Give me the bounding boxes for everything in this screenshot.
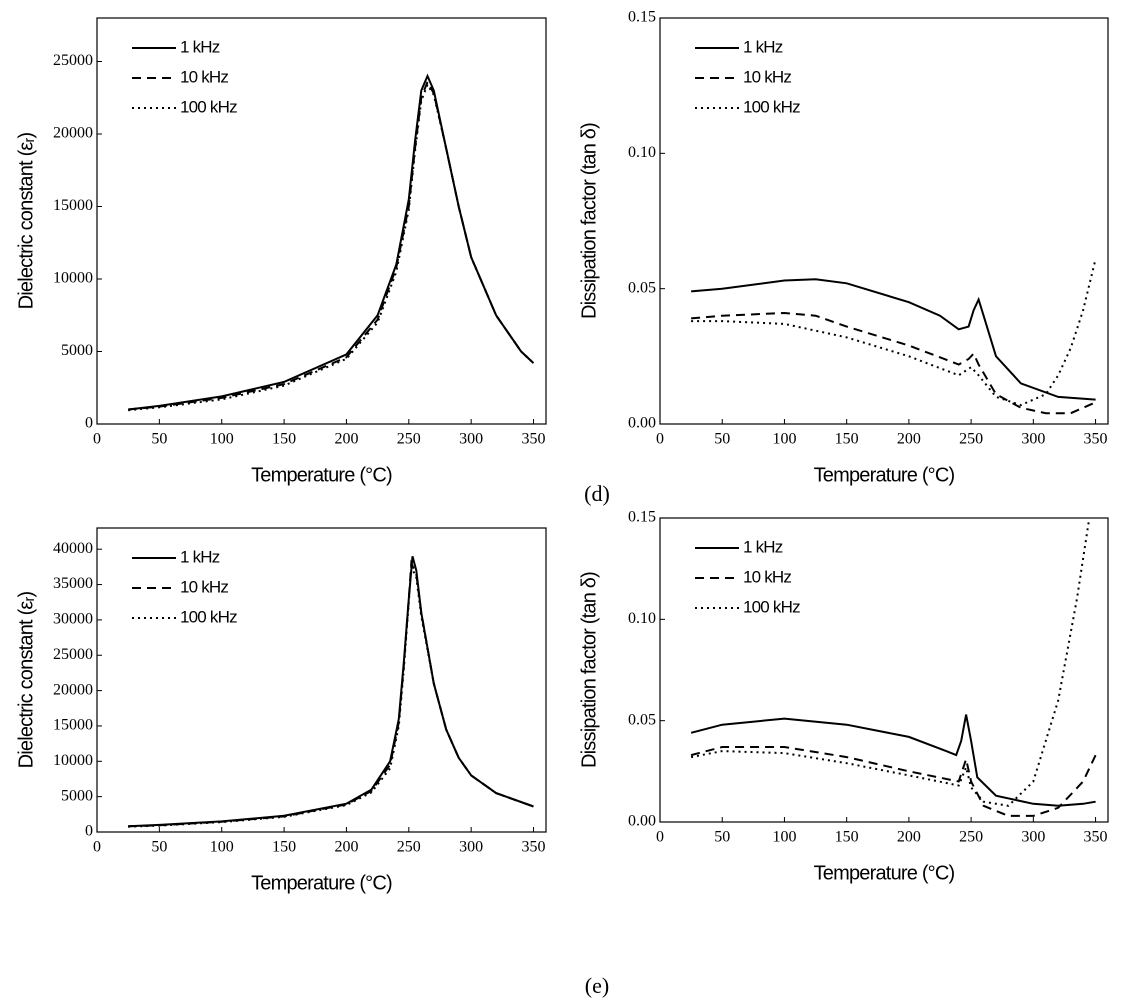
panel-label: (d) bbox=[584, 481, 610, 506]
x-tick-label: 150 bbox=[272, 431, 296, 448]
y-tick-label: 40000 bbox=[53, 540, 93, 557]
x-tick-label: 300 bbox=[459, 431, 483, 448]
x-tick-label: 100 bbox=[210, 839, 234, 856]
y-tick-label: 15000 bbox=[53, 197, 93, 214]
x-tick-label: 300 bbox=[459, 839, 483, 856]
x-tick-label: 200 bbox=[897, 431, 921, 448]
y-tick-label: 0.05 bbox=[628, 279, 656, 296]
y-tick-label: 10000 bbox=[53, 270, 93, 287]
x-tick-label: 200 bbox=[334, 431, 358, 448]
y-tick-label: 5000 bbox=[61, 342, 93, 359]
x-tick-label: 350 bbox=[1084, 829, 1108, 846]
x-tick-label: 0 bbox=[93, 431, 101, 448]
data-line bbox=[690, 746, 1097, 817]
legend-label: 100 kHz bbox=[743, 97, 800, 116]
x-axis-label: Temperature (°C) bbox=[814, 464, 955, 486]
legend-label: 10 kHz bbox=[743, 567, 791, 586]
legend-label: 100 kHz bbox=[743, 597, 800, 616]
y-axis-label: Dielectric constant (εᵣ) bbox=[15, 591, 37, 768]
x-tick-label: 250 bbox=[397, 839, 421, 856]
legend-label: 1 kHz bbox=[743, 37, 783, 56]
x-tick-label: 100 bbox=[210, 431, 234, 448]
data-line bbox=[691, 311, 1097, 415]
legend-label: 10 kHz bbox=[180, 577, 228, 596]
data-line bbox=[128, 556, 534, 828]
x-tick-label: 0 bbox=[93, 839, 101, 856]
x-tick-label: 300 bbox=[1021, 829, 1045, 846]
y-tick-label: 25000 bbox=[53, 52, 93, 69]
panel: 0 50 100 150 200 250 300 350 0.00 0.05 0.10 0.15 Tem… bbox=[578, 509, 1109, 998]
x-tick-label: 350 bbox=[522, 839, 546, 856]
x-tick-label: 250 bbox=[959, 829, 983, 846]
x-tick-label: 150 bbox=[835, 431, 859, 448]
x-tick-label: 350 bbox=[1084, 431, 1108, 448]
y-tick-label: 0.00 bbox=[628, 813, 656, 830]
plot-frame bbox=[659, 517, 1109, 823]
data-line bbox=[691, 278, 1096, 401]
legend-label: 10 kHz bbox=[180, 67, 228, 86]
data-line bbox=[128, 73, 535, 411]
x-tick-label: 50 bbox=[151, 839, 167, 856]
y-tick-label: 0.10 bbox=[628, 144, 656, 161]
x-tick-label: 100 bbox=[772, 829, 796, 846]
data-line bbox=[128, 82, 535, 412]
y-tick-label: 20000 bbox=[53, 681, 93, 698]
y-tick-label: 0.00 bbox=[628, 415, 656, 432]
x-tick-label: 0 bbox=[656, 829, 664, 846]
y-tick-label: 30000 bbox=[53, 611, 93, 628]
y-tick-label: 10000 bbox=[53, 752, 93, 769]
y-tick-label: 0.10 bbox=[628, 610, 656, 627]
data-line bbox=[128, 559, 534, 828]
legend-label: 100 kHz bbox=[180, 607, 237, 626]
x-tick-label: 150 bbox=[835, 829, 859, 846]
x-tick-label: 250 bbox=[959, 431, 983, 448]
panel: 0 50 100 150 200 250 300 350 0.00 0.05 0.10 0.15 Tem… bbox=[578, 9, 1109, 506]
panel: 0 50 100 150 200 250 300 350 0 5000 10000 15000 2000… bbox=[15, 17, 547, 486]
x-tick-label: 200 bbox=[897, 829, 921, 846]
y-axis-label: Dielectric constant (εᵣ) bbox=[15, 132, 37, 309]
x-tick-label: 200 bbox=[334, 839, 358, 856]
y-tick-label: 5000 bbox=[61, 787, 93, 804]
y-axis-label: Dissipation factor (tan δ) bbox=[578, 123, 600, 319]
x-axis-label: Temperature (°C) bbox=[251, 872, 392, 894]
data-line bbox=[691, 258, 1097, 407]
legend-label: 1 kHz bbox=[743, 537, 783, 556]
x-axis-label: Temperature (°C) bbox=[814, 862, 955, 884]
y-tick-label: 25000 bbox=[53, 646, 93, 663]
legend-label: 100 kHz bbox=[180, 97, 237, 116]
panel: 0 50 100 150 200 250 300 350 0 5000 10000 15000 2000… bbox=[15, 527, 547, 894]
x-tick-label: 50 bbox=[714, 829, 730, 846]
x-tick-label: 0 bbox=[656, 431, 664, 448]
y-tick-label: 0.15 bbox=[628, 509, 656, 526]
legend-label: 10 kHz bbox=[743, 67, 791, 86]
y-tick-label: 15000 bbox=[53, 717, 93, 734]
data-line bbox=[690, 517, 1091, 807]
y-tick-label: 35000 bbox=[53, 575, 93, 592]
data-line bbox=[128, 79, 535, 411]
y-tick-label: 0.15 bbox=[628, 9, 656, 26]
x-tick-label: 250 bbox=[397, 431, 421, 448]
legend-label: 1 kHz bbox=[180, 547, 220, 566]
y-tick-label: 0 bbox=[85, 415, 93, 432]
x-tick-label: 300 bbox=[1021, 431, 1045, 448]
x-axis-label: Temperature (°C) bbox=[251, 464, 392, 486]
y-tick-label: 0.05 bbox=[628, 711, 656, 728]
x-tick-label: 350 bbox=[522, 431, 546, 448]
x-tick-label: 150 bbox=[272, 839, 296, 856]
y-tick-label: 0 bbox=[85, 823, 93, 840]
data-line bbox=[128, 563, 534, 828]
x-tick-label: 100 bbox=[772, 431, 796, 448]
y-axis-label: Dissipation factor (tan δ) bbox=[578, 572, 600, 768]
data-line bbox=[690, 714, 1096, 807]
x-tick-label: 50 bbox=[714, 431, 730, 448]
plot-frame bbox=[96, 527, 547, 833]
x-tick-label: 50 bbox=[151, 431, 167, 448]
panel-label: (e) bbox=[585, 973, 609, 998]
y-tick-label: 20000 bbox=[53, 125, 93, 142]
plot-frame bbox=[659, 17, 1109, 425]
legend-label: 1 kHz bbox=[180, 37, 220, 56]
plot-frame bbox=[96, 17, 547, 425]
